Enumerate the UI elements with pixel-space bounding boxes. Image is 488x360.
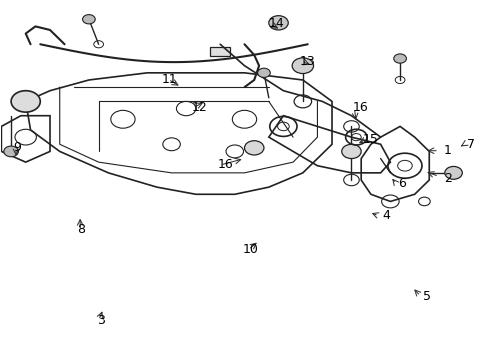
Text: 16: 16 — [218, 158, 233, 171]
Text: 1: 1 — [443, 144, 451, 157]
Text: 14: 14 — [268, 17, 284, 30]
Text: 6: 6 — [398, 177, 406, 190]
Circle shape — [393, 54, 406, 63]
Text: 13: 13 — [299, 55, 315, 68]
Text: 10: 10 — [242, 243, 258, 256]
Circle shape — [268, 16, 287, 30]
Circle shape — [291, 58, 313, 73]
Circle shape — [4, 146, 19, 157]
Text: 5: 5 — [422, 289, 430, 303]
Text: 8: 8 — [78, 223, 85, 236]
Text: 2: 2 — [443, 172, 451, 185]
Text: 3: 3 — [97, 314, 105, 327]
Circle shape — [444, 166, 461, 179]
Circle shape — [244, 141, 264, 155]
Circle shape — [341, 144, 361, 158]
Circle shape — [257, 68, 270, 77]
Text: 12: 12 — [191, 101, 207, 114]
Text: 9: 9 — [13, 141, 21, 154]
Text: 11: 11 — [162, 73, 177, 86]
Circle shape — [82, 15, 95, 24]
Text: 7: 7 — [466, 138, 474, 151]
Circle shape — [11, 91, 40, 112]
Text: 16: 16 — [352, 102, 367, 114]
Text: 4: 4 — [382, 209, 389, 222]
Text: 15: 15 — [362, 134, 378, 147]
Bar — [210, 47, 229, 56]
